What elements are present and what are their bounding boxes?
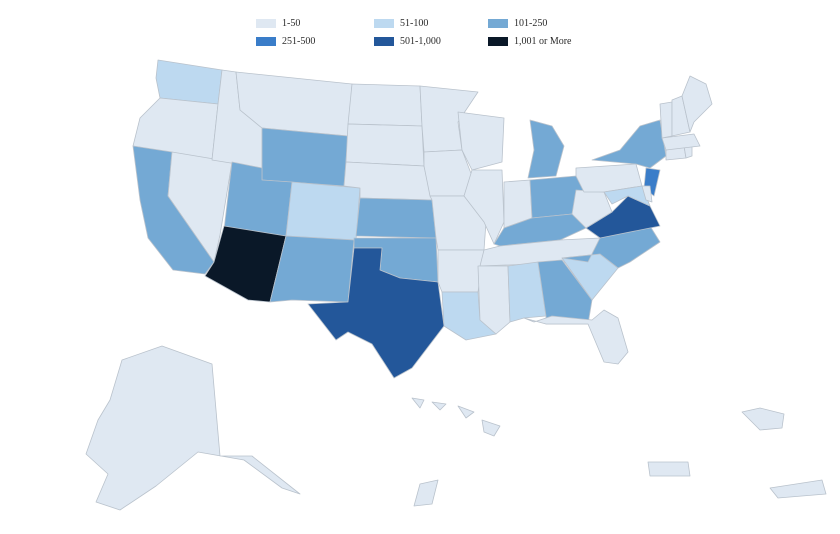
state-new-york[interactable] xyxy=(591,119,667,169)
state-texas[interactable] xyxy=(307,247,445,379)
state-michigan[interactable] xyxy=(527,119,565,179)
legend-item-501-1000: 501-1,000 xyxy=(374,34,441,48)
territory-guam[interactable] xyxy=(769,479,827,499)
state-mississippi[interactable] xyxy=(477,265,511,335)
legend-swatch xyxy=(374,36,394,46)
state-hawaii[interactable] xyxy=(411,397,501,437)
legend-swatch xyxy=(256,36,276,46)
state-massachusetts[interactable] xyxy=(661,133,701,151)
legend-swatch xyxy=(256,18,276,28)
territory-islands[interactable] xyxy=(413,479,439,507)
state-delaware[interactable] xyxy=(641,185,653,203)
legend-label: 501-1,000 xyxy=(400,35,441,47)
state-alabama[interactable] xyxy=(507,261,547,323)
territory-virgin-islands[interactable] xyxy=(741,407,785,431)
legend-label: 1,001 or More xyxy=(514,35,572,47)
state-wyoming[interactable] xyxy=(261,127,349,187)
state-south-dakota[interactable] xyxy=(345,123,425,167)
state-florida[interactable] xyxy=(523,309,629,365)
legend-item-1001-or-more: 1,001 or More xyxy=(488,34,572,48)
territory-puerto-rico[interactable] xyxy=(647,461,691,477)
legend-item-1-50: 1-50 xyxy=(256,16,300,30)
legend-item-101-250: 101-250 xyxy=(488,16,547,30)
state-washington[interactable] xyxy=(155,59,223,105)
state-new-mexico[interactable] xyxy=(269,235,355,303)
state-colorado[interactable] xyxy=(285,181,361,241)
state-kansas[interactable] xyxy=(355,197,437,239)
state-north-dakota[interactable] xyxy=(347,83,423,127)
map-legend: 1-50 51-100 101-250 251-500 501-1,000 1,… xyxy=(256,16,616,50)
state-iowa[interactable] xyxy=(423,149,473,197)
legend-label: 51-100 xyxy=(400,17,429,29)
legend-label: 101-250 xyxy=(514,17,548,29)
state-maine[interactable] xyxy=(681,75,713,133)
state-wisconsin[interactable] xyxy=(457,111,505,171)
legend-label: 251-500 xyxy=(282,35,316,47)
legend-label: 1-50 xyxy=(282,17,301,29)
legend-swatch xyxy=(374,18,394,28)
legend-item-51-100: 51-100 xyxy=(374,16,428,30)
state-maryland[interactable] xyxy=(603,185,651,207)
legend-swatch xyxy=(488,18,508,28)
legend-swatch xyxy=(488,36,508,46)
state-arkansas[interactable] xyxy=(437,249,485,293)
state-alaska[interactable] xyxy=(85,345,301,511)
legend-item-251-500: 251-500 xyxy=(256,34,315,48)
state-vermont[interactable] xyxy=(659,101,673,139)
